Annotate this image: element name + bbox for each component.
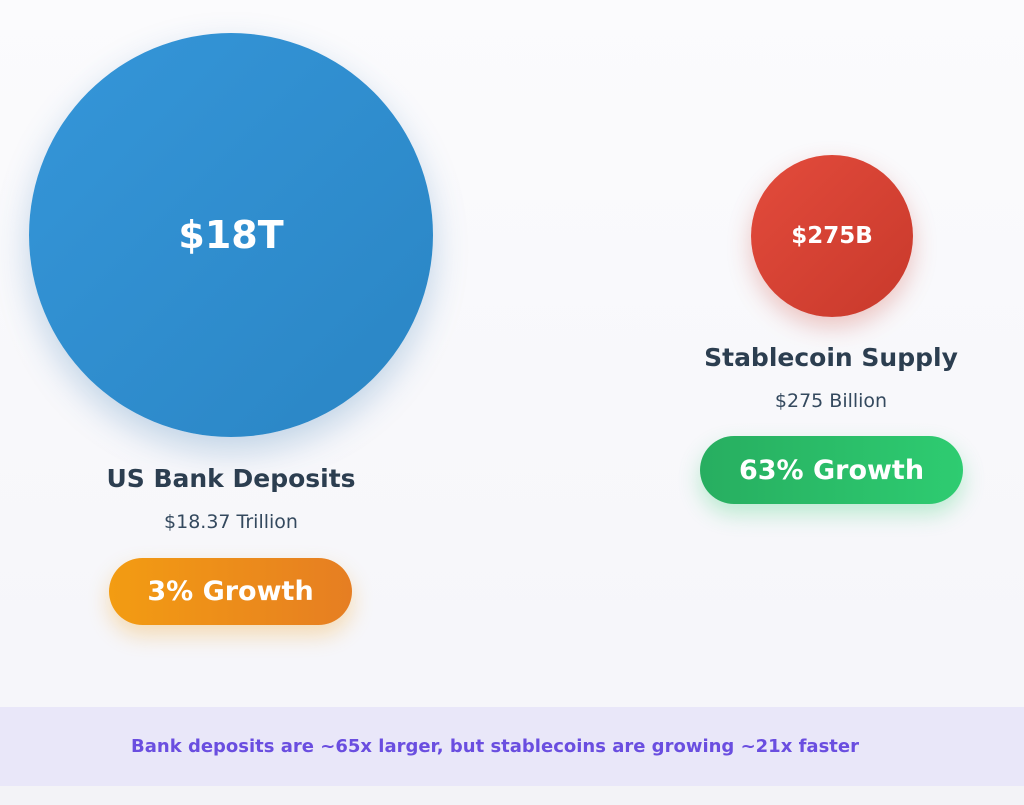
bank-deposits-bubble-label: $18T — [178, 213, 284, 257]
comparison-annotation-band: Bank deposits are ~65x larger, but stabl… — [0, 707, 1024, 786]
bank-deposits-growth-label: 3% Growth — [147, 576, 314, 607]
stablecoin-supply-bubble-label: $275B — [791, 223, 873, 249]
bottom-strip — [0, 786, 1024, 805]
bank-deposits-title: US Bank Deposits — [106, 464, 356, 493]
stablecoin-supply-amount: $275 Billion — [774, 390, 888, 412]
comparison-annotation: Bank deposits are ~65x larger, but stabl… — [131, 736, 859, 757]
stablecoin-supply-bubble: $275B — [751, 155, 913, 317]
bank-deposits-growth-badge: 3% Growth — [109, 558, 352, 625]
bank-deposits-amount: $18.37 Trillion — [164, 511, 298, 533]
stablecoin-supply-growth-badge: 63% Growth — [700, 436, 963, 504]
stablecoin-supply-title: Stablecoin Supply — [704, 343, 958, 372]
bank-deposits-bubble: $18T — [29, 33, 433, 437]
stablecoin-supply-growth-label: 63% Growth — [738, 454, 925, 486]
